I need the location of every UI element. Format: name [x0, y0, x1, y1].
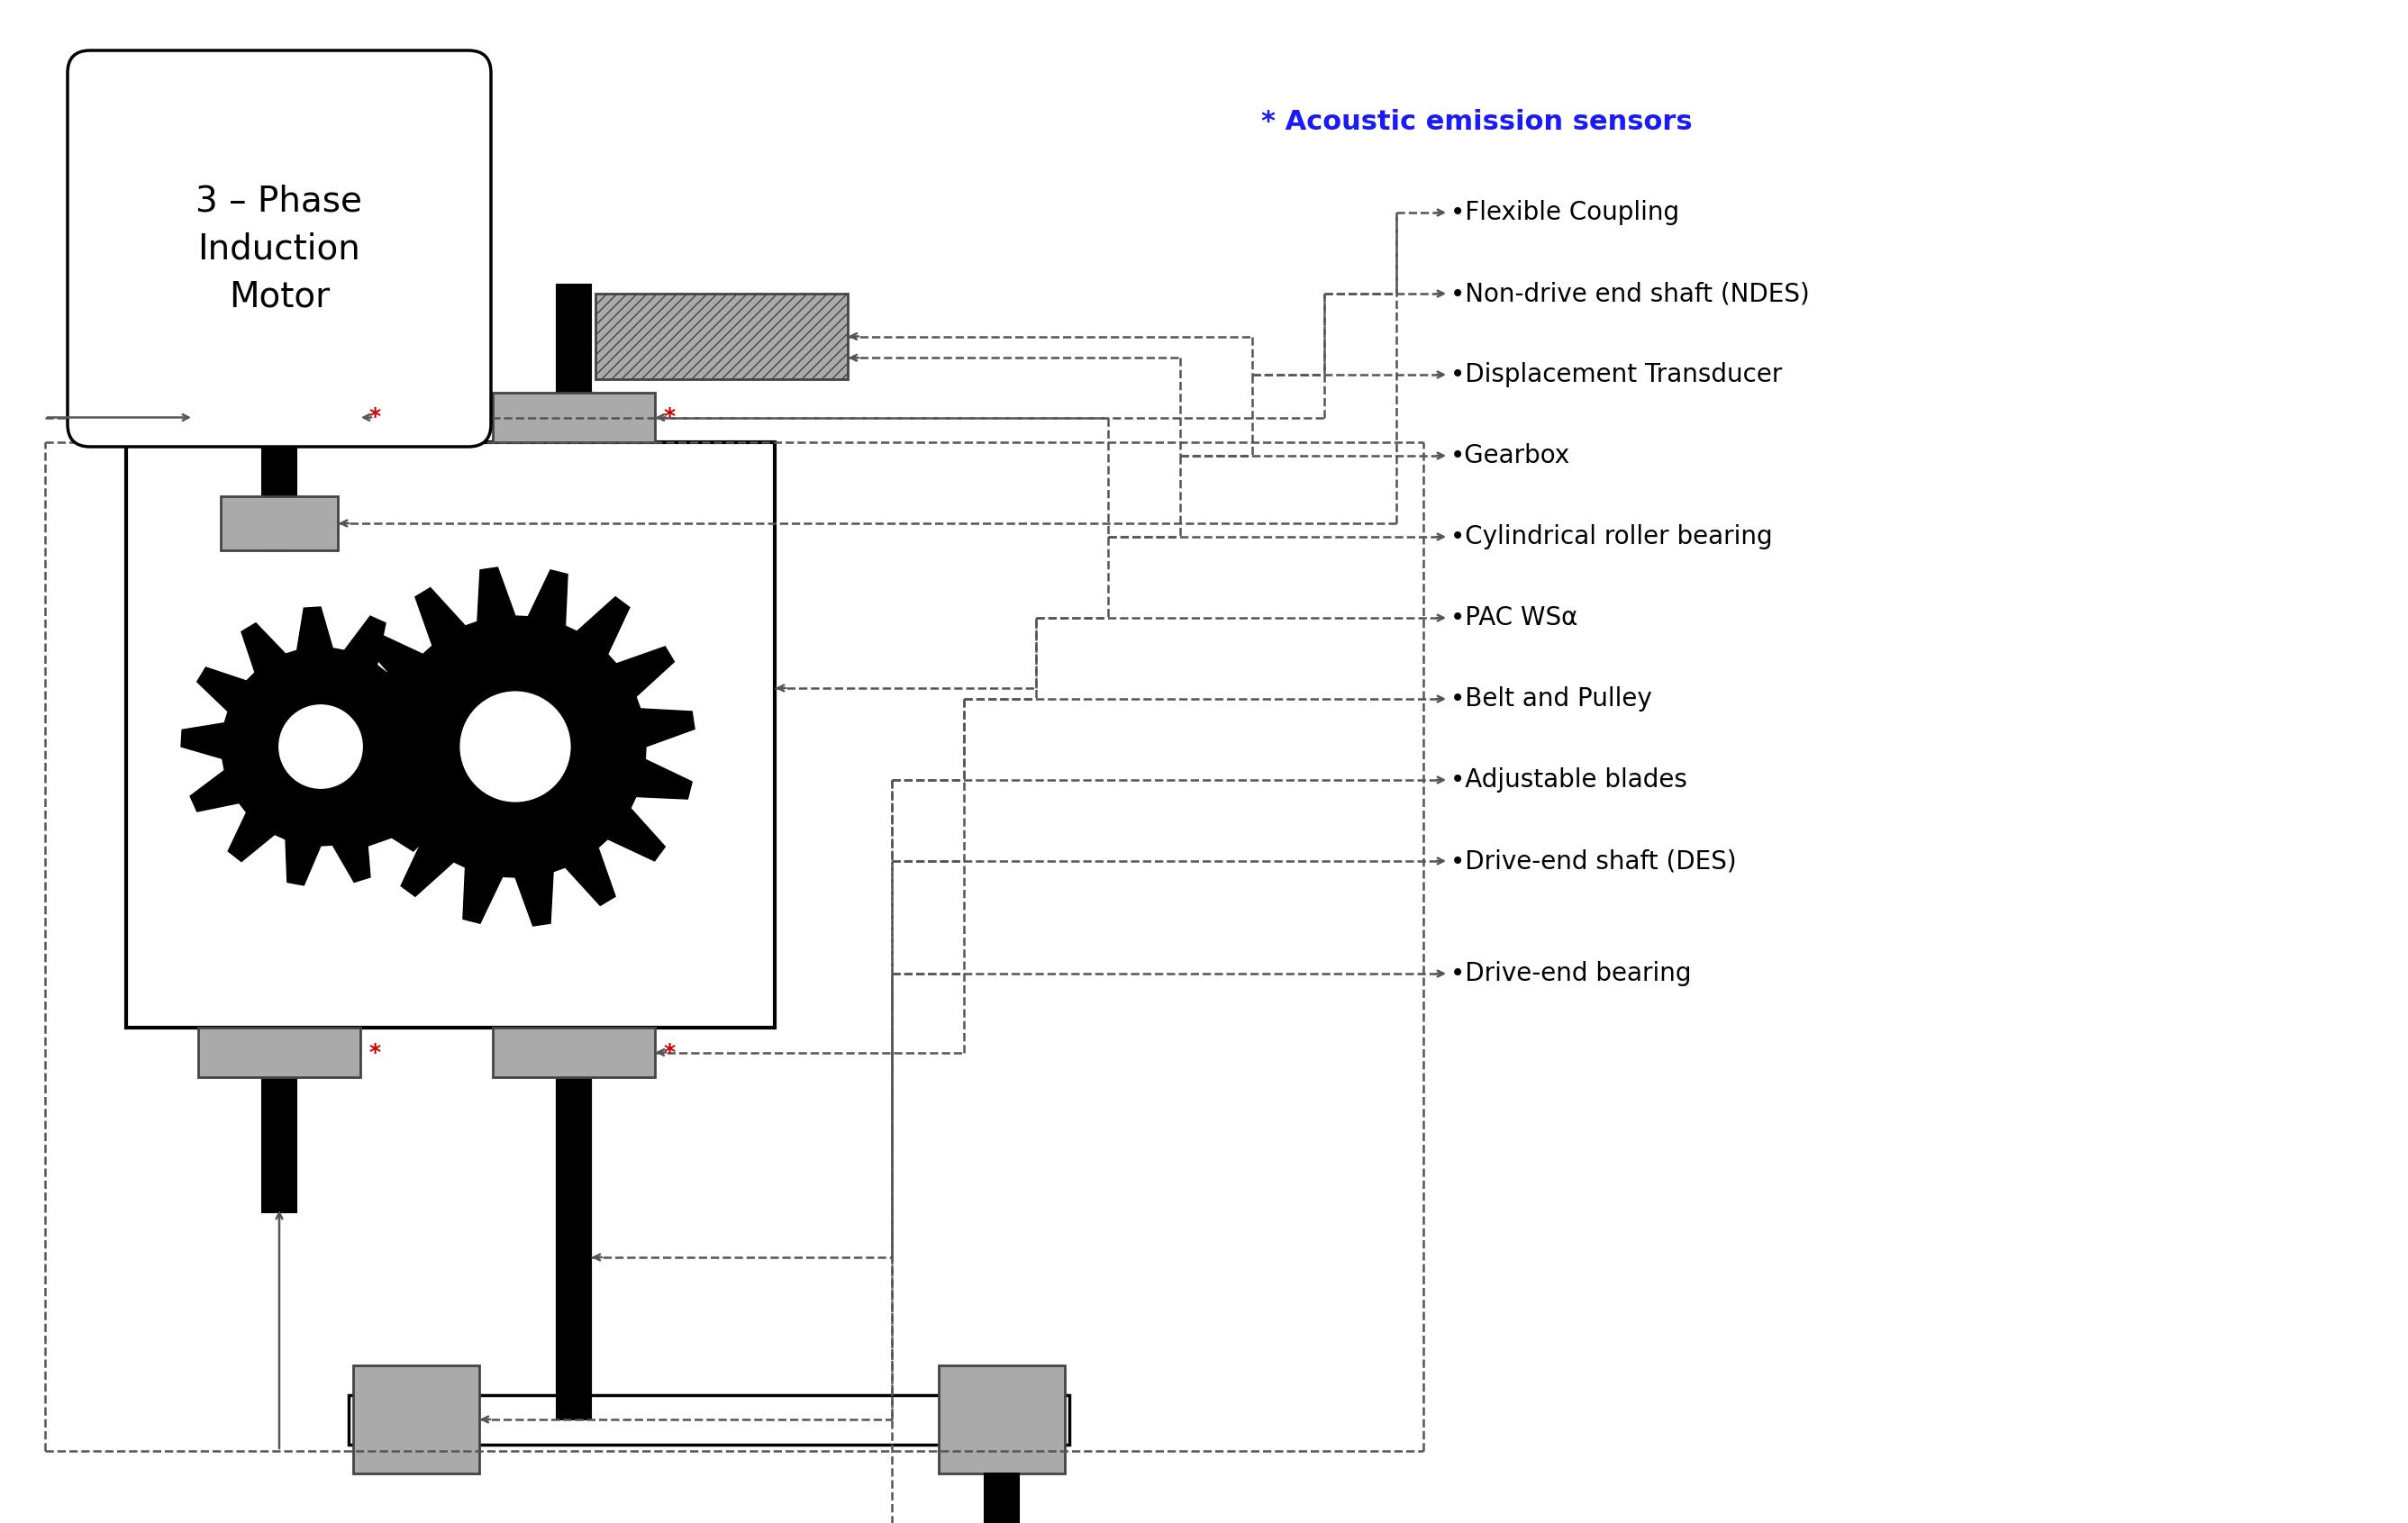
- Circle shape: [460, 691, 571, 801]
- FancyBboxPatch shape: [67, 50, 491, 446]
- Text: •Non-drive end shaft (NDES): •Non-drive end shaft (NDES): [1450, 282, 1808, 306]
- Bar: [595, 294, 848, 379]
- Bar: [494, 393, 655, 442]
- Bar: [354, 1366, 479, 1473]
- Bar: [222, 496, 337, 550]
- Text: •Displacement Transducer: •Displacement Transducer: [1450, 362, 1782, 387]
- Text: •PAC WSα: •PAC WSα: [1450, 605, 1577, 631]
- Bar: [262, 393, 296, 550]
- Text: •Adjustable blades: •Adjustable blades: [1450, 768, 1688, 792]
- Bar: [556, 285, 590, 393]
- Circle shape: [279, 705, 361, 789]
- Bar: [262, 1077, 296, 1212]
- Bar: [197, 1028, 361, 1077]
- Polygon shape: [181, 608, 460, 885]
- Text: •Flexible Coupling: •Flexible Coupling: [1450, 200, 1678, 225]
- Polygon shape: [337, 568, 694, 926]
- Bar: [556, 1077, 590, 1419]
- Text: •Drive-end bearing: •Drive-end bearing: [1450, 961, 1690, 987]
- Bar: [939, 1366, 1064, 1473]
- Text: 3 – Phase
Induction
Motor: 3 – Phase Induction Motor: [195, 184, 364, 314]
- Bar: [262, 425, 296, 496]
- Text: * Acoustic emission sensors: * Acoustic emission sensors: [1262, 110, 1693, 136]
- Text: •Cylindrical roller bearing: •Cylindrical roller bearing: [1450, 524, 1772, 550]
- Text: *: *: [368, 407, 380, 428]
- Text: *: *: [665, 1042, 677, 1063]
- Text: *: *: [665, 407, 677, 428]
- Bar: [494, 1028, 655, 1077]
- Text: •Drive-end shaft (DES): •Drive-end shaft (DES): [1450, 848, 1736, 874]
- Text: •Gearbox: •Gearbox: [1450, 443, 1570, 469]
- Bar: [556, 1077, 590, 1419]
- Text: •Belt and Pulley: •Belt and Pulley: [1450, 687, 1652, 711]
- Bar: [985, 1473, 1019, 1523]
- Bar: [349, 1395, 1069, 1444]
- Bar: [197, 393, 361, 442]
- Bar: [262, 550, 296, 640]
- Text: *: *: [368, 1042, 380, 1063]
- Bar: [125, 442, 775, 1028]
